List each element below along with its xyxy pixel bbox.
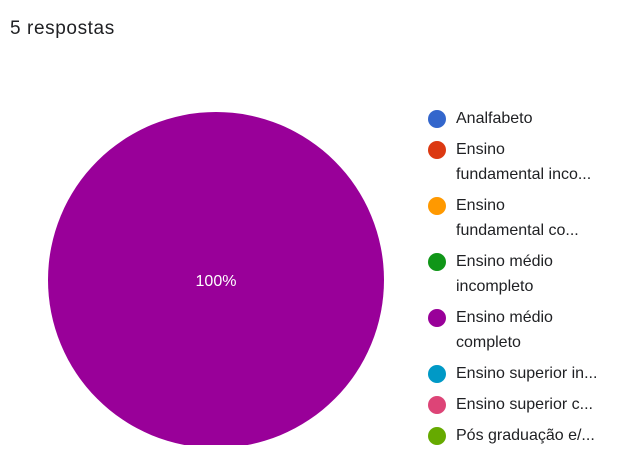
legend-label: Ensino fundamental inco... (456, 141, 592, 183)
legend-item-7[interactable]: Ensino superior c... (428, 392, 616, 417)
legend-swatch-icon (428, 197, 446, 215)
legend-swatch-icon (428, 396, 446, 414)
legend-item-5[interactable]: Ensino médio completo (428, 305, 616, 355)
legend-swatch-icon (428, 141, 446, 159)
legend-swatch-icon (428, 309, 446, 327)
legend-swatch-icon (428, 253, 446, 271)
legend-item-8[interactable]: Pós graduação e/... (428, 423, 616, 448)
legend-label: Ensino superior in... (456, 365, 598, 382)
legend-swatch-icon (428, 110, 446, 128)
pie-slice-label-5: 100% (196, 273, 237, 290)
legend-item-3[interactable]: Ensino fundamental co... (428, 193, 616, 243)
legend-item-1[interactable]: Analfabeto (428, 106, 616, 131)
legend-label: Analfabeto (456, 110, 533, 127)
pie-slice-5[interactable] (48, 112, 384, 445)
chart-legend[interactable]: Analfabeto Ensino fundamental inco... Ensi… (428, 106, 616, 454)
legend-label: Ensino médio incompleto (456, 253, 553, 295)
responses-count: 5 respostas (10, 18, 115, 39)
legend-swatch-icon (428, 427, 446, 445)
pie-slice-labels: 100% (196, 273, 237, 290)
legend-item-4[interactable]: Ensino médio incompleto (428, 249, 616, 299)
legend-item-6[interactable]: Ensino superior in... (428, 361, 616, 386)
legend-swatch-icon (428, 365, 446, 383)
legend-label: Ensino superior c... (456, 396, 593, 413)
legend-label: Ensino fundamental co... (456, 197, 579, 239)
legend-label: Ensino médio completo (456, 309, 553, 351)
legend-label: Pós graduação e/... (456, 427, 595, 444)
legend-item-2[interactable]: Ensino fundamental inco... (428, 137, 616, 187)
pie-slices (48, 112, 384, 445)
